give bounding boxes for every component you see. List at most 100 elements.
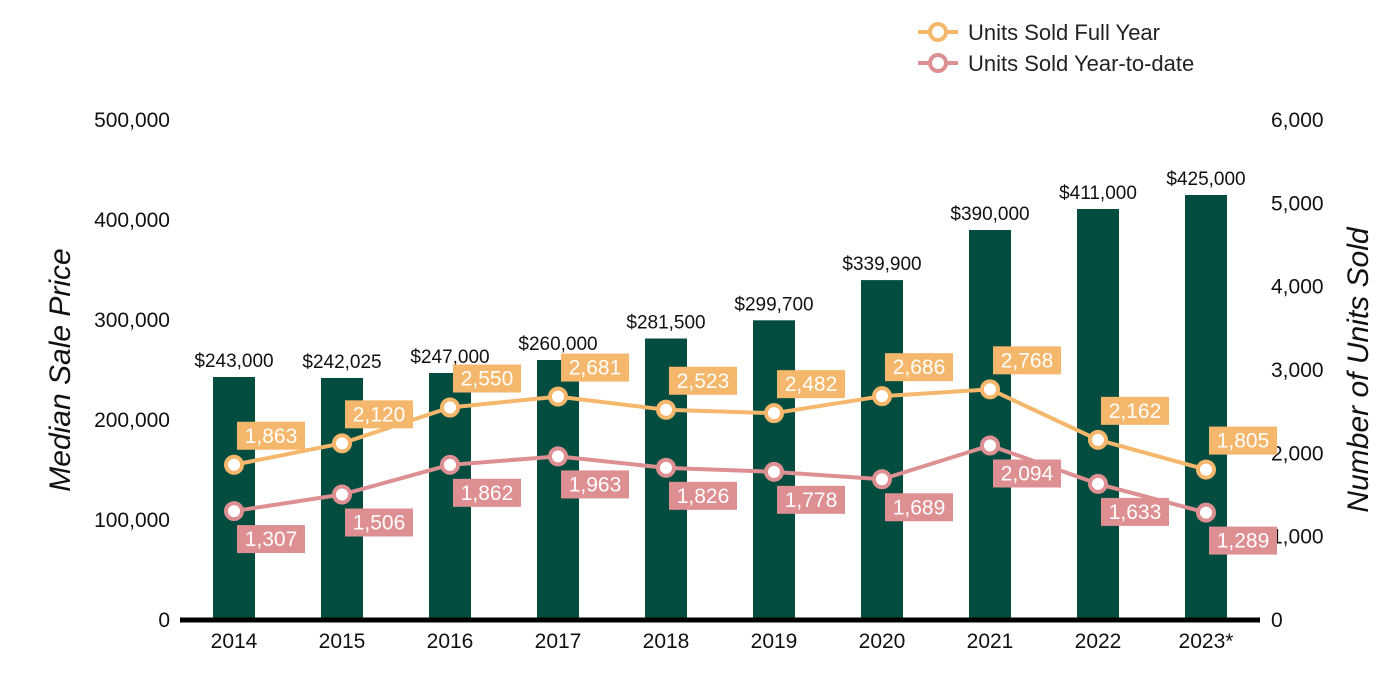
y-tick-label: 400,000 — [94, 209, 170, 232]
data-point — [224, 501, 244, 522]
data-label: 1,289 — [1217, 530, 1270, 553]
y2-tick-label: 3,000 — [1271, 359, 1324, 382]
data-label-box — [345, 400, 413, 429]
data-point — [332, 433, 352, 454]
bar-value-label: $260,000 — [518, 334, 597, 355]
data-label: 1,863 — [245, 425, 298, 448]
x-tick-label: 2014 — [211, 630, 258, 653]
bar — [213, 377, 255, 620]
data-point — [1088, 429, 1108, 450]
data-label-box — [1209, 426, 1277, 455]
data-label: 1,963 — [569, 473, 622, 496]
data-label-box — [669, 481, 737, 510]
data-point — [548, 386, 568, 407]
x-tick-label: 2018 — [643, 630, 690, 653]
data-point — [980, 435, 1000, 456]
y-tick-label: 0 — [158, 609, 170, 632]
data-point — [548, 446, 568, 467]
data-label: 1,826 — [677, 485, 730, 508]
data-point — [980, 379, 1000, 400]
data-label: 1,778 — [785, 489, 838, 512]
bar-value-label: $339,900 — [842, 254, 921, 275]
y-tick-label: 200,000 — [94, 409, 170, 432]
bar — [1185, 195, 1227, 620]
x-tick-label: 2015 — [319, 630, 366, 653]
data-label: 2,162 — [1109, 400, 1162, 423]
data-label: 2,523 — [677, 370, 730, 393]
bar-value-label: $243,000 — [194, 351, 273, 372]
legend-marker — [928, 53, 948, 73]
x-tick-label: 2023* — [1179, 630, 1234, 653]
y-tick-label: 300,000 — [94, 309, 170, 332]
data-label: 1,633 — [1109, 501, 1162, 524]
legend-marker — [928, 22, 948, 42]
data-label-box — [453, 364, 521, 393]
y2-tick-label: 6,000 — [1271, 109, 1324, 132]
data-point — [1088, 473, 1108, 494]
y2-tick-label: 5,000 — [1271, 192, 1324, 215]
data-label-box — [345, 508, 413, 537]
bar — [969, 230, 1011, 620]
data-label: 2,681 — [569, 357, 622, 380]
data-point — [764, 403, 784, 424]
data-label-box — [237, 421, 305, 450]
bar-value-label: $425,000 — [1166, 169, 1245, 190]
x-tick-label: 2017 — [535, 630, 582, 653]
data-label: 2,094 — [1001, 463, 1054, 486]
data-label: 2,686 — [893, 356, 946, 379]
data-label: 1,689 — [893, 496, 946, 519]
data-label-box — [453, 478, 521, 507]
data-point — [872, 469, 892, 490]
data-label: 1,506 — [353, 512, 406, 535]
legend-label: Units Sold Year-to-date — [968, 51, 1194, 76]
y-tick-label: 100,000 — [94, 509, 170, 532]
data-label-box — [1101, 396, 1169, 425]
data-point — [872, 386, 892, 407]
data-label: 1,805 — [1217, 430, 1270, 453]
data-label-box — [885, 493, 953, 522]
data-label-box — [993, 459, 1061, 488]
y2-tick-label: 2,000 — [1271, 442, 1324, 465]
data-label-box — [561, 470, 629, 499]
y2-axis-title: Number of Units Sold — [1342, 226, 1375, 512]
data-label: 2,550 — [461, 368, 514, 391]
x-tick-label: 2021 — [967, 630, 1014, 653]
y-tick-label: 500,000 — [94, 109, 170, 132]
bar-value-label: $247,000 — [410, 347, 489, 368]
data-label: 1,307 — [245, 528, 298, 551]
bar-value-label: $242,025 — [302, 352, 381, 373]
data-label-box — [885, 353, 953, 382]
y2-tick-label: 1,000 — [1271, 526, 1324, 549]
y2-tick-label: 0 — [1271, 609, 1283, 632]
bar — [861, 280, 903, 620]
data-point — [440, 397, 460, 418]
data-label-box — [1209, 526, 1277, 555]
x-tick-label: 2019 — [751, 630, 798, 653]
data-label-box — [669, 366, 737, 395]
data-label: 2,482 — [785, 373, 838, 396]
x-tick-label: 2020 — [859, 630, 906, 653]
bar-value-label: $281,500 — [626, 313, 705, 334]
x-tick-label: 2022 — [1075, 630, 1122, 653]
bar-value-label: $299,700 — [734, 294, 813, 315]
data-point — [1196, 459, 1216, 480]
bar-value-label: $411,000 — [1059, 183, 1137, 204]
data-point — [332, 484, 352, 505]
bar-value-label: $390,000 — [950, 204, 1029, 225]
data-label-box — [237, 525, 305, 554]
legend-label: Units Sold Full Year — [968, 20, 1160, 45]
data-label-box — [1101, 497, 1169, 526]
data-point — [224, 454, 244, 475]
data-label-box — [777, 485, 845, 514]
y-axis-title: Median Sale Price — [44, 248, 77, 491]
data-point — [764, 461, 784, 482]
x-tick-label: 2016 — [427, 630, 474, 653]
data-label-box — [561, 353, 629, 382]
data-point — [656, 457, 676, 478]
data-label: 2,120 — [353, 403, 406, 426]
y2-tick-label: 4,000 — [1271, 276, 1324, 299]
data-point — [656, 399, 676, 420]
data-point — [440, 454, 460, 475]
